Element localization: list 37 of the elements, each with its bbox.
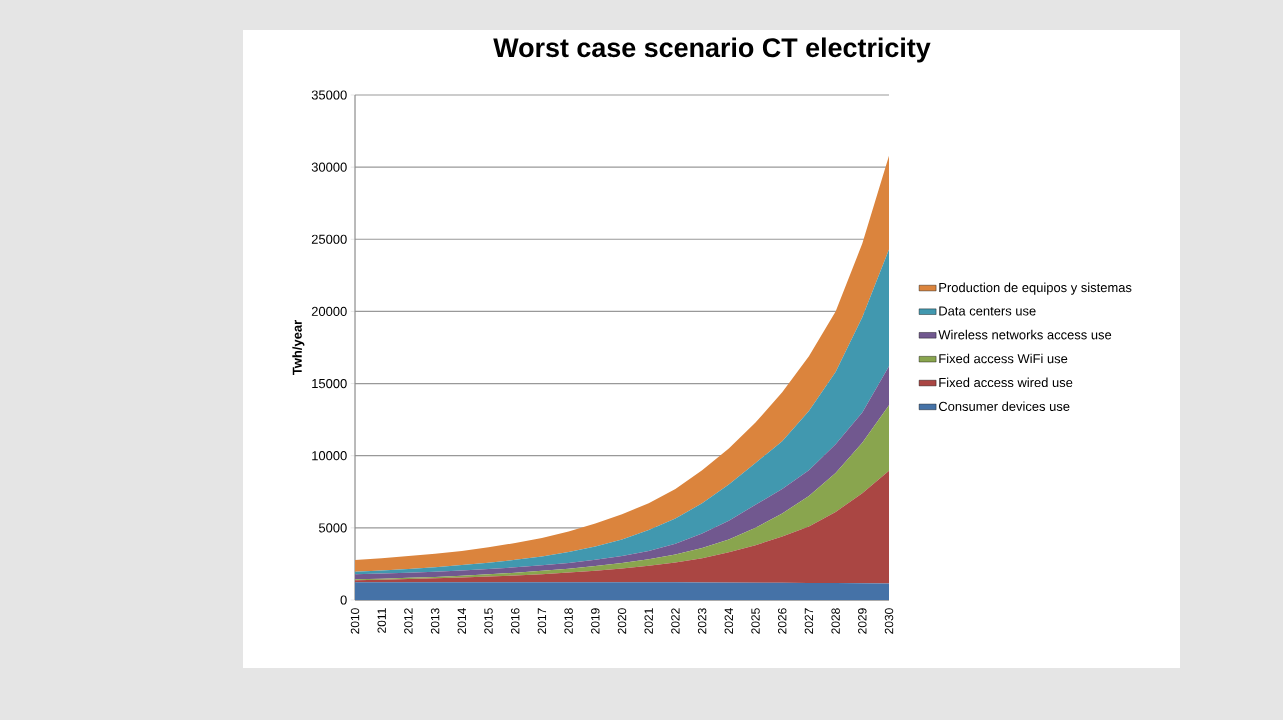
legend-label: Production de equipos y sistemas bbox=[939, 282, 1132, 295]
x-tick-label: 2013 bbox=[430, 608, 440, 634]
x-tick-label: 2027 bbox=[804, 608, 814, 634]
x-tick-label: 2015 bbox=[484, 608, 493, 634]
x-tick-label: 2011 bbox=[377, 608, 386, 633]
y-axis-title: Twh/year bbox=[292, 320, 305, 375]
legend-label: Consumer devices use bbox=[938, 401, 1070, 411]
y-tick-label: 25000 bbox=[311, 234, 347, 244]
x-tick-label: 2010 bbox=[350, 608, 360, 634]
x-tick-label: 2026 bbox=[777, 608, 787, 634]
x-tick-label: 2012 bbox=[404, 608, 413, 634]
x-tick-label: 2020 bbox=[617, 608, 627, 634]
y-tick-label: 15000 bbox=[312, 378, 347, 389]
x-tick-label: 2024 bbox=[724, 608, 734, 634]
x-tick-label: 2021 bbox=[644, 608, 653, 634]
y-tick-label: 20000 bbox=[311, 306, 347, 316]
x-tick-label: 2019 bbox=[591, 608, 600, 634]
chart-title: Worst case scenario CT electricity bbox=[493, 37, 931, 63]
x-tick-label: 2029 bbox=[858, 608, 867, 634]
x-tick-label: 2017 bbox=[537, 608, 547, 634]
y-tick-label: 35000 bbox=[311, 90, 347, 100]
y-tick-label: 5000 bbox=[318, 523, 347, 533]
x-tick-label: 2025 bbox=[751, 608, 760, 634]
legend-label: Data centers use bbox=[939, 306, 1036, 316]
x-tick-label: 2014 bbox=[457, 608, 467, 634]
x-tick-label: 2030 bbox=[884, 608, 894, 634]
legend-label: Wireless networks access use bbox=[938, 329, 1112, 340]
y-tick-label: 30000 bbox=[311, 162, 347, 172]
x-tick-label: 2028 bbox=[831, 608, 840, 634]
legend-label: Fixed access WiFi use bbox=[939, 353, 1068, 364]
x-tick-label: 2022 bbox=[671, 608, 680, 634]
x-tick-label: 2016 bbox=[510, 608, 520, 634]
x-tick-label: 2023 bbox=[697, 608, 707, 634]
y-tick-label: 10000 bbox=[312, 451, 347, 461]
legend-label: Fixed access wired use bbox=[939, 377, 1073, 388]
x-tick-label: 2018 bbox=[564, 608, 573, 634]
y-tick-label: 0 bbox=[340, 595, 347, 605]
